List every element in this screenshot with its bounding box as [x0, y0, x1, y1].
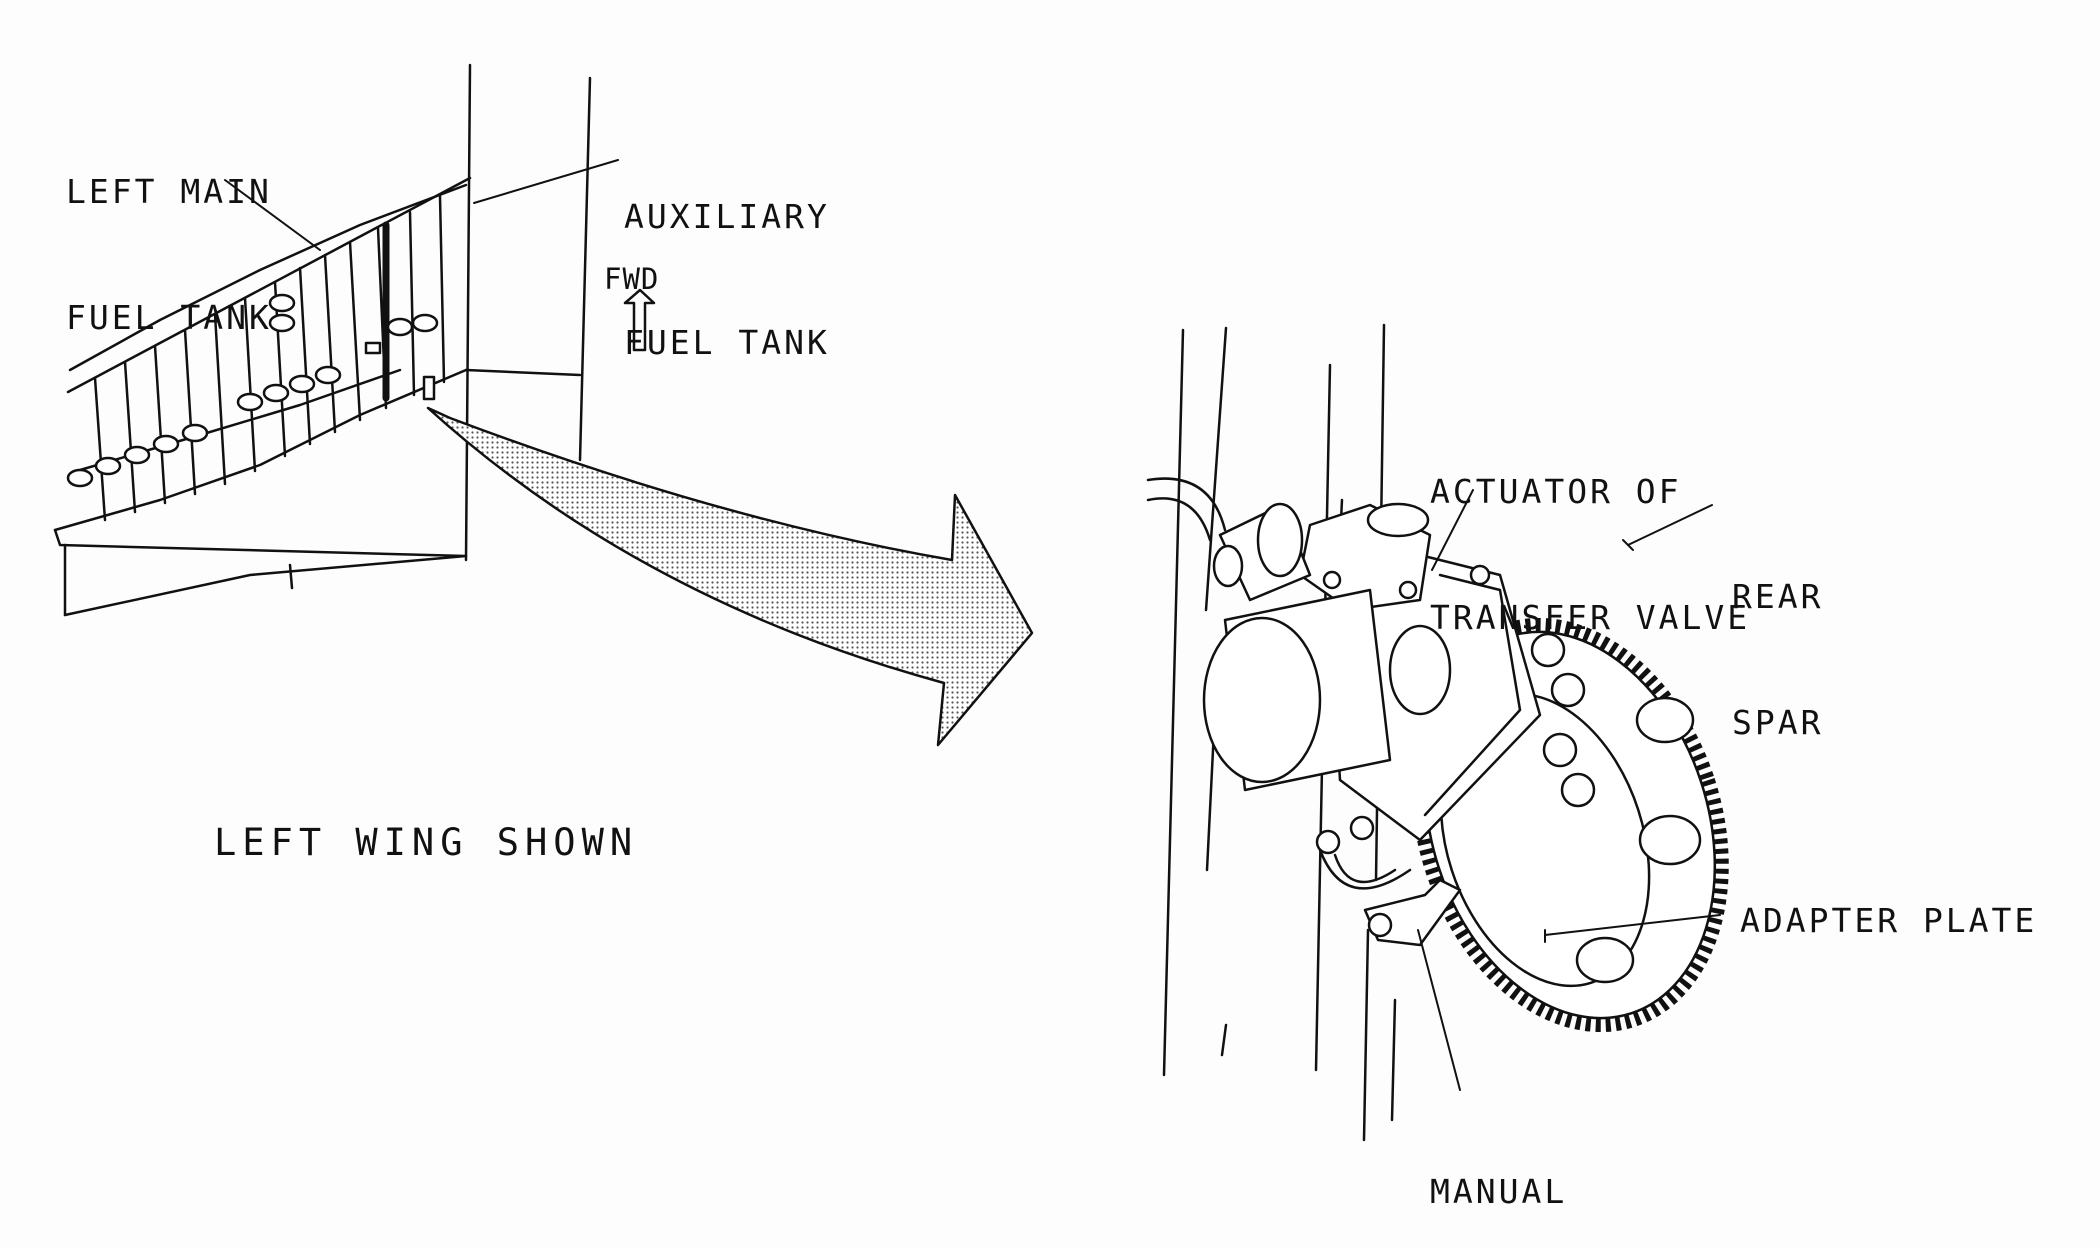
- flap-line: [63, 554, 468, 617]
- fuel-line-tubes: [66, 293, 439, 488]
- label-rear-spar: REAR SPAR: [1732, 577, 1824, 742]
- trailing-edge: [53, 528, 468, 558]
- label-actuator: ACTUATOR OF TRANSFER VALVE: [1430, 472, 1751, 637]
- front-spar-line: [66, 176, 472, 394]
- wing-leading-edge: [68, 183, 468, 372]
- leader-adapter-plate: [1544, 914, 1721, 936]
- wing-plan-view: [53, 63, 619, 617]
- root-rib-line: [464, 368, 582, 377]
- label-manual-override-handle: MANUAL OVERRIDE HANDLE: [1430, 1172, 1568, 1211]
- leader-manual-override: [1417, 929, 1461, 1091]
- fuselage-outer-line: [578, 76, 592, 462]
- electrical-cable: [1146, 477, 1227, 532]
- rear-spar-detail: [1146, 323, 1729, 1142]
- rear-spar-line: [53, 368, 468, 532]
- flap-track: [288, 563, 294, 590]
- leader-rear-spar: [1627, 504, 1713, 546]
- label-auxiliary-fuel-tank: AUXILIARY FUEL TANK: [624, 197, 830, 362]
- actuator-motor-end: [1202, 616, 1322, 784]
- actuator-top-boss: [1366, 502, 1430, 538]
- leader-actuator: [1431, 489, 1474, 571]
- label-left-main-fuel-tank: LEFT MAIN FUEL TANK: [66, 172, 272, 337]
- transfer-valve-actuator: [1202, 502, 1596, 890]
- leader-auxiliary-fuel-tank: [473, 159, 619, 204]
- up-arrow-icon: [623, 288, 656, 352]
- label-adapter-plate: ADAPTER PLATE: [1740, 901, 2038, 940]
- caption-left-wing-shown: LEFT WING SHOWN: [214, 821, 639, 864]
- wing-ribs: [93, 194, 446, 522]
- leader-left-main-fuel-tank: [224, 179, 321, 251]
- label-fwd: FWD: [604, 262, 660, 296]
- callout-arrow-icon: [426, 406, 1034, 747]
- fuselage-inner-line: [464, 63, 472, 562]
